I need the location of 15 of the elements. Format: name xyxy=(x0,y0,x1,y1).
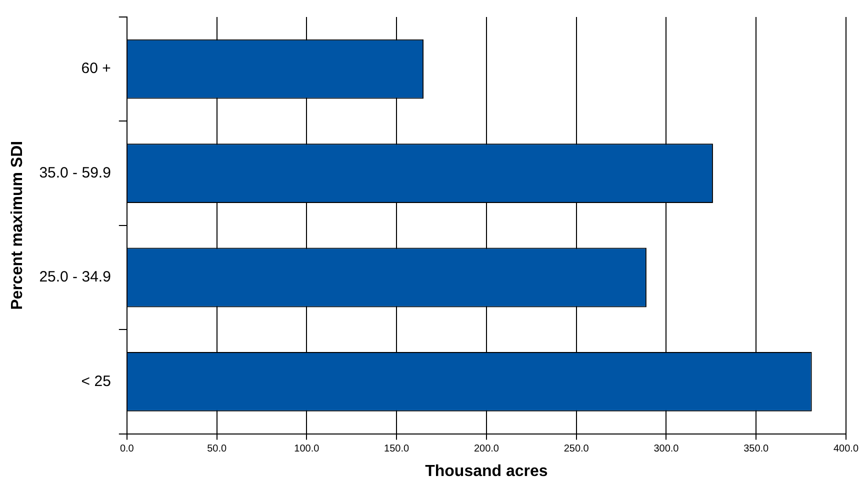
y-tick-label: < 25 xyxy=(81,372,111,390)
x-tick-label: 300.0 xyxy=(654,444,680,455)
y-tick-label: 60 + xyxy=(81,60,112,78)
x-tick-label: 150.0 xyxy=(384,444,410,455)
x-tick-label: 0.0 xyxy=(120,444,134,455)
y-tick-label: 35.0 - 59.9 xyxy=(39,164,111,182)
x-tick-label: 350.0 xyxy=(744,444,770,455)
x-tick-label: 200.0 xyxy=(474,444,500,455)
x-tick-label: 400.0 xyxy=(833,444,859,455)
x-tick-label: 250.0 xyxy=(564,444,590,455)
y-tick-label: 25.0 - 34.9 xyxy=(39,268,111,286)
x-tick-label: 50.0 xyxy=(207,444,227,455)
x-axis-title: Thousand acres xyxy=(425,462,548,480)
x-tick-label: 100.0 xyxy=(294,444,320,455)
y-axis-title: Percent maximum SDI xyxy=(9,140,26,310)
